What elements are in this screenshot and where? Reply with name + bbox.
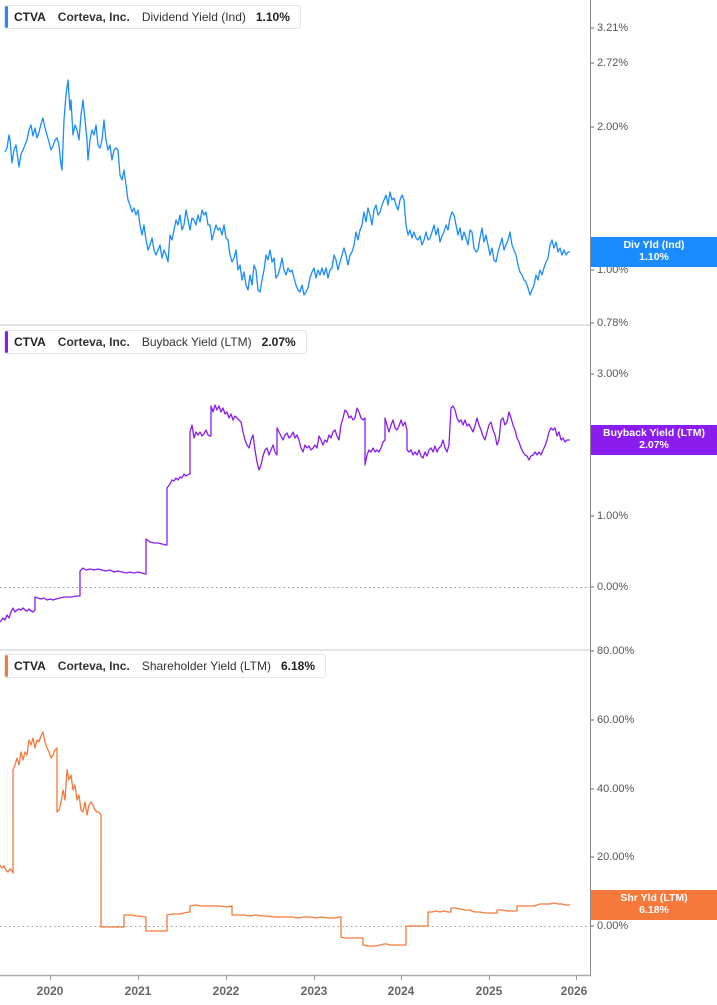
x-axis-label: 2025 (475, 984, 503, 998)
y-axis-label: 1.00% (597, 510, 629, 522)
dividend-yield-line (4, 79, 570, 296)
series-color-swatch (5, 655, 8, 677)
value-tag-value: 1.10% (639, 251, 669, 263)
value-tag-label: Div Yld (Ind) (623, 239, 685, 251)
x-axis-label: 2021 (124, 984, 152, 998)
legend-buyback-yield: CTVA Corteva, Inc. Buyback Yield (LTM) 2… (4, 330, 307, 354)
shareholder-yield-line (0, 731, 570, 947)
legend-dividend-yield: CTVA Corteva, Inc. Dividend Yield (Ind) … (4, 5, 301, 29)
y-axis-label: 80.00% (597, 645, 635, 657)
value-tag-dividend-yield: Div Yld (Ind) 1.10% (591, 237, 717, 267)
value-tag-value: 6.18% (639, 904, 669, 916)
y-axis-label: 2.00% (597, 121, 629, 133)
y-axis-label: 0.00% (597, 920, 629, 932)
legend-metric: Buyback Yield (LTM) (141, 335, 252, 349)
legend-value: 1.10% (255, 10, 290, 24)
buyback-yield-line (0, 404, 570, 623)
x-axis-label: 2026 (560, 984, 588, 998)
y-axis-label: 3.00% (597, 368, 629, 380)
legend-ticker: CTVA (14, 659, 46, 673)
value-tag-value: 2.07% (639, 439, 669, 451)
legend-ticker: CTVA (14, 10, 46, 24)
y-axis-label: 0.00% (597, 581, 629, 593)
y-axis-ticks (591, 27, 594, 927)
y-axis-label: 3.21% (597, 22, 629, 34)
legend-ticker: CTVA (14, 335, 46, 349)
legend-company: Corteva, Inc. (57, 659, 130, 673)
value-tag-label: Shr Yld (LTM) (620, 892, 688, 904)
y-axis-label: 60.00% (597, 714, 635, 726)
y-axis-label: 0.78% (597, 317, 629, 329)
legend-shareholder-yield: CTVA Corteva, Inc. Shareholder Yield (LT… (4, 654, 327, 678)
legend-value: 6.18% (280, 659, 316, 673)
y-axis-label: 1.00% (597, 264, 629, 276)
y-axis-label: 40.00% (597, 783, 635, 795)
series-color-swatch (5, 6, 8, 28)
x-axis-label: 2020 (36, 984, 64, 998)
legend-value: 2.07% (261, 335, 296, 349)
legend-company: Corteva, Inc. (57, 10, 130, 24)
value-tag-shareholder-yield: Shr Yld (LTM) 6.18% (591, 890, 717, 920)
y-axis-label: 2.72% (597, 57, 629, 69)
x-axis-label: 2024 (387, 984, 415, 998)
value-tag-buyback-yield: Buyback Yield (LTM) 2.07% (591, 425, 717, 455)
legend-company: Corteva, Inc. (57, 335, 130, 349)
x-axis-label: 2022 (212, 984, 240, 998)
legend-metric: Dividend Yield (Ind) (141, 10, 246, 24)
y-axis-label: 20.00% (597, 851, 635, 863)
legend-metric: Shareholder Yield (LTM) (141, 659, 271, 673)
series-color-swatch (5, 331, 8, 353)
x-axis-label: 2023 (300, 984, 328, 998)
value-tag-label: Buyback Yield (LTM) (603, 427, 705, 439)
x-axis-ticks (50, 975, 577, 980)
